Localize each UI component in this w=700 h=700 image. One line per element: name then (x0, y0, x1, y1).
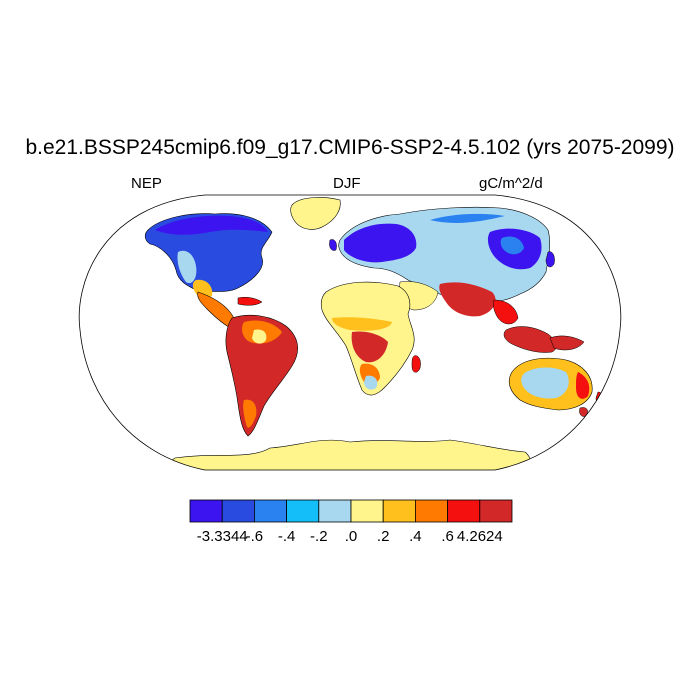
new-guinea (549, 335, 585, 351)
colorbar-swatch (414, 499, 448, 523)
colorbar-label: -.2 (310, 528, 328, 545)
colorbar-label: .6 (441, 528, 454, 545)
antarctica (170, 439, 531, 470)
colorbar-label: -.4 (277, 528, 296, 545)
north-america-west-light (177, 250, 197, 284)
colorbar-label: .4 (409, 528, 422, 545)
africa-southern-tip (364, 375, 378, 390)
greenland (290, 197, 341, 230)
units-label: gC/m^2/d (479, 175, 543, 192)
siberia-band (430, 213, 505, 223)
south-asia (439, 282, 496, 317)
colorbar-swatch (382, 499, 416, 523)
japan (545, 251, 555, 268)
colorbar-swatch (286, 499, 320, 523)
colorbar-swatch (318, 499, 352, 523)
colorbar-swatch (253, 499, 287, 523)
variable-label: NEP (131, 175, 162, 192)
globe-outline (78, 194, 622, 471)
north-america-north-band (155, 215, 268, 235)
east-asia-mid (500, 236, 524, 255)
colorbar-label: 4.2624 (456, 528, 503, 545)
south-america-southern-band (243, 399, 257, 428)
south-america-light-core (252, 329, 267, 344)
colorbar-label: -3.3344 (196, 528, 248, 545)
colorbar-label: .2 (376, 528, 390, 545)
indonesia (503, 326, 557, 353)
caribbean (237, 296, 263, 306)
colorbar-label: -.6 (245, 528, 264, 545)
indochina (492, 299, 519, 325)
europe-core (344, 223, 417, 263)
colorbar-swatch (447, 499, 481, 523)
british-isles (329, 239, 337, 251)
madagascar (411, 355, 421, 373)
colorbar (189, 499, 513, 523)
colorbar-label: .0 (344, 528, 358, 545)
colorbar-swatch (221, 499, 255, 523)
australia-east (576, 372, 590, 399)
africa-central (351, 331, 388, 363)
australia-inner (521, 367, 569, 399)
africa-sahel (332, 317, 392, 331)
colorbar-swatch (479, 499, 513, 523)
season-label: DJF (333, 175, 361, 192)
plot-title: b.e21.BSSP245cmip6.f09_g17.CMIP6-SSP2-4.… (25, 136, 675, 159)
colorbar-swatch (189, 499, 223, 523)
colorbar-swatch (350, 499, 384, 523)
